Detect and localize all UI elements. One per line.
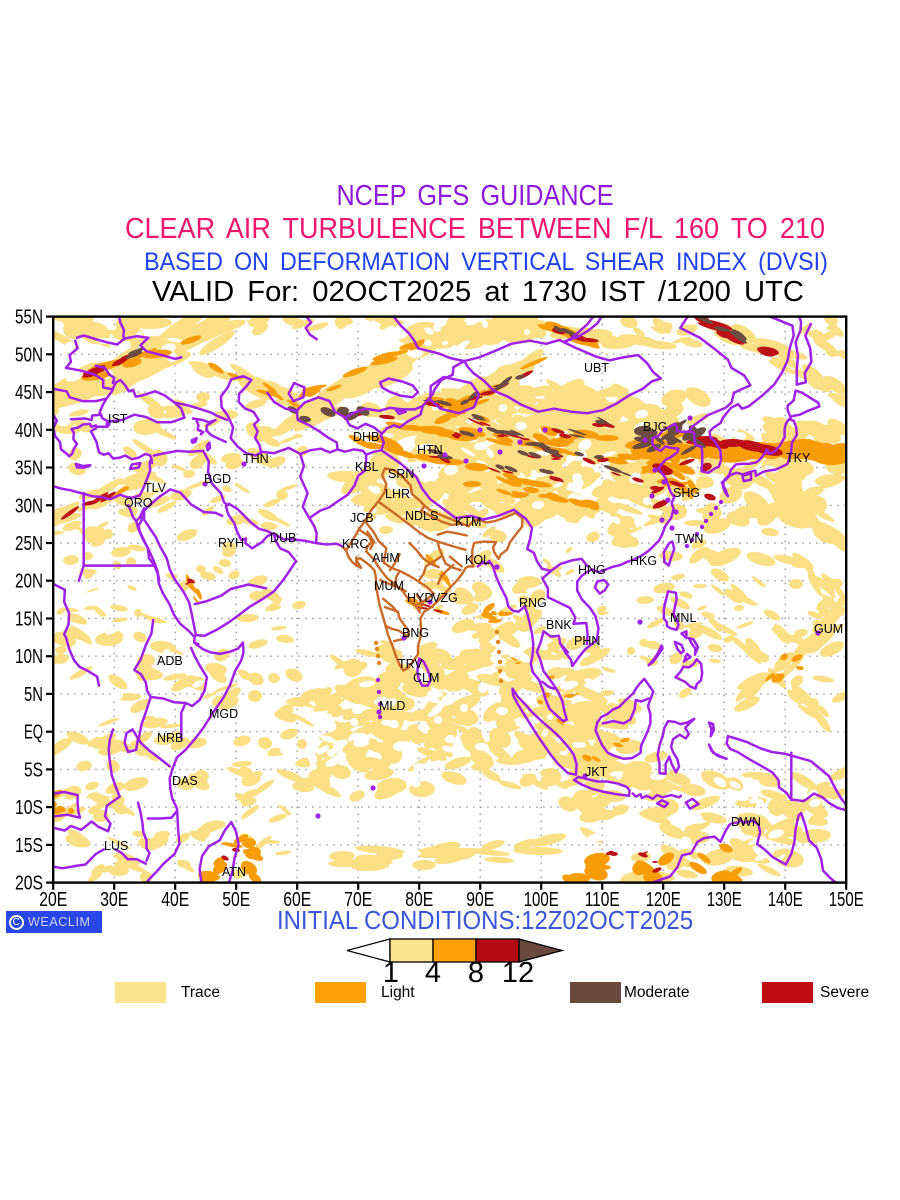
svg-text:40E: 40E — [161, 889, 189, 911]
svg-text:JCB: JCB — [350, 511, 374, 525]
svg-text:5S: 5S — [24, 759, 43, 781]
svg-text:TRV: TRV — [398, 657, 423, 671]
svg-text:KBL: KBL — [355, 460, 379, 474]
svg-text:15S: 15S — [15, 835, 43, 857]
svg-text:DUB: DUB — [270, 531, 296, 545]
svg-text:MUM: MUM — [374, 579, 404, 593]
svg-text:10S: 10S — [15, 797, 43, 819]
svg-text:KTM: KTM — [455, 515, 481, 529]
svg-text:DHB: DHB — [353, 430, 379, 444]
svg-text:80E: 80E — [405, 889, 433, 911]
svg-text:TLV: TLV — [144, 481, 167, 495]
svg-text:ADB: ADB — [157, 654, 183, 668]
svg-text:UBT: UBT — [584, 361, 609, 375]
svg-text:RNG: RNG — [519, 596, 547, 610]
svg-text:RYH: RYH — [218, 536, 244, 550]
svg-text:150E: 150E — [829, 889, 864, 911]
svg-text:MNL: MNL — [670, 611, 696, 625]
svg-text:BGD: BGD — [204, 472, 231, 486]
svg-text:HKG: HKG — [630, 554, 657, 568]
svg-text:TKY: TKY — [786, 451, 811, 465]
svg-text:DWN: DWN — [731, 815, 761, 829]
svg-text:55N: 55N — [15, 307, 43, 329]
svg-text:EQ: EQ — [24, 722, 43, 744]
svg-text:BNK: BNK — [546, 618, 572, 632]
svg-text:NDLS: NDLS — [405, 509, 438, 523]
svg-text:ORO: ORO — [124, 496, 153, 510]
svg-text:40N: 40N — [15, 420, 43, 442]
svg-text:VZG: VZG — [432, 591, 458, 605]
svg-text:JKT: JKT — [585, 765, 608, 779]
svg-text:35N: 35N — [15, 458, 43, 480]
svg-text:SRN: SRN — [388, 467, 414, 481]
svg-text:20N: 20N — [15, 571, 43, 593]
svg-text:50N: 50N — [15, 344, 43, 366]
svg-text:140E: 140E — [768, 889, 803, 911]
svg-text:90E: 90E — [466, 889, 494, 911]
svg-text:LHR: LHR — [385, 487, 410, 501]
svg-text:TWN: TWN — [675, 532, 703, 546]
svg-text:THN: THN — [243, 452, 269, 466]
svg-text:15N: 15N — [15, 609, 43, 631]
svg-text:45N: 45N — [15, 382, 43, 404]
svg-text:20E: 20E — [39, 889, 67, 911]
svg-text:GUM: GUM — [814, 622, 843, 636]
svg-text:IST: IST — [108, 412, 128, 426]
svg-text:10N: 10N — [15, 646, 43, 668]
svg-text:BJG: BJG — [643, 420, 667, 434]
svg-text:110E: 110E — [585, 889, 620, 911]
svg-text:PHN: PHN — [574, 634, 600, 648]
svg-text:120E: 120E — [646, 889, 681, 911]
svg-text:HNG: HNG — [578, 563, 606, 577]
svg-text:HTN: HTN — [417, 443, 443, 457]
svg-text:30E: 30E — [100, 889, 128, 911]
svg-text:SHG: SHG — [673, 486, 700, 500]
svg-text:DAS: DAS — [172, 774, 198, 788]
svg-text:CLM: CLM — [413, 671, 439, 685]
svg-text:70E: 70E — [344, 889, 372, 911]
svg-text:NRB: NRB — [157, 731, 183, 745]
svg-text:20S: 20S — [15, 873, 43, 895]
svg-text:AHM: AHM — [372, 551, 400, 565]
svg-text:LUS: LUS — [104, 839, 128, 853]
svg-text:5N: 5N — [24, 684, 43, 706]
svg-text:BNG: BNG — [402, 626, 429, 640]
svg-text:25N: 25N — [15, 533, 43, 555]
svg-text:HYD: HYD — [407, 591, 433, 605]
svg-text:MLD: MLD — [379, 699, 405, 713]
svg-text:KOL: KOL — [465, 553, 490, 567]
svg-text:ATN: ATN — [222, 865, 246, 879]
svg-text:30N: 30N — [15, 495, 43, 517]
svg-text:130E: 130E — [707, 889, 742, 911]
svg-text:100E: 100E — [524, 889, 559, 911]
svg-text:KRC: KRC — [342, 537, 368, 551]
svg-text:60E: 60E — [283, 889, 311, 911]
svg-text:MGD: MGD — [209, 707, 238, 721]
svg-text:50E: 50E — [222, 889, 250, 911]
